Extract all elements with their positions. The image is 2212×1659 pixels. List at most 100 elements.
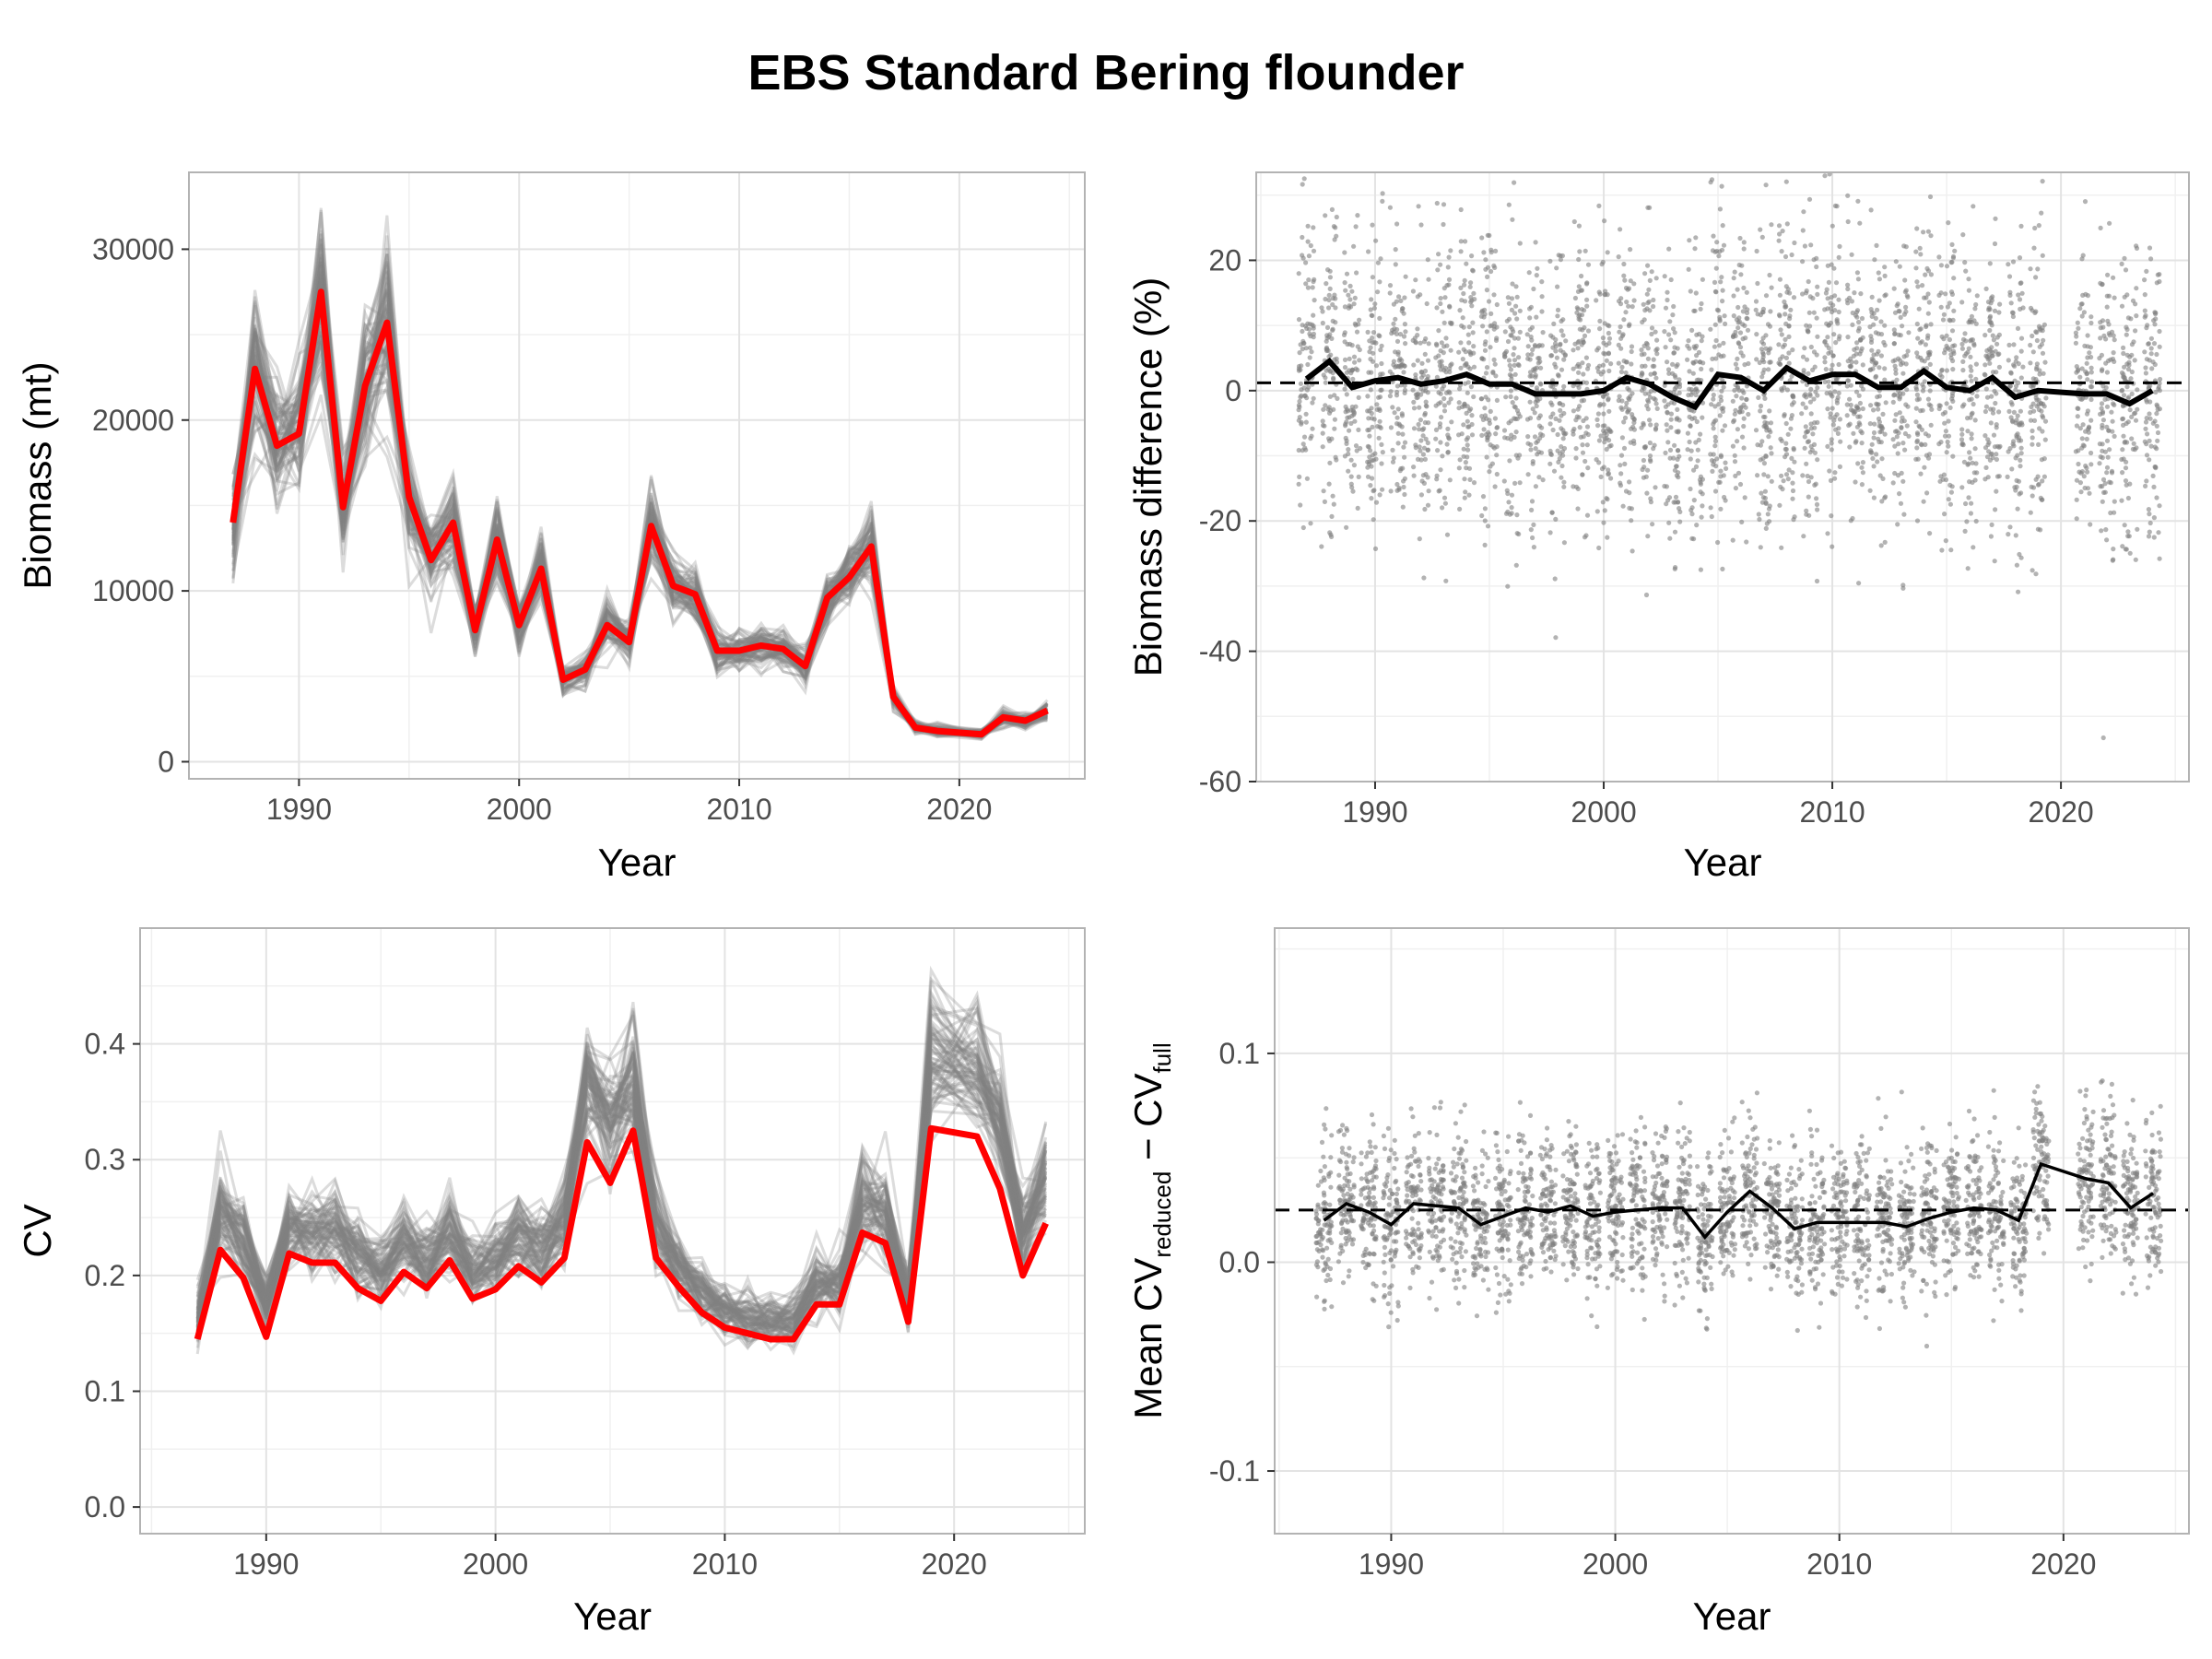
- replicate-point: [1711, 233, 1716, 239]
- replicate-point: [1965, 429, 1971, 434]
- replicate-point: [1518, 1240, 1524, 1245]
- replicate-line: [195, 1034, 1048, 1328]
- replicate-point: [2102, 449, 2108, 454]
- replicate-point: [1733, 407, 1738, 413]
- replicate-point: [1326, 481, 1332, 487]
- replicate-point: [1577, 326, 1583, 332]
- replicate-point: [1943, 291, 1948, 297]
- replicate-point: [1501, 478, 1507, 484]
- replicate-point: [1686, 393, 1691, 398]
- replicate-point: [1381, 1133, 1386, 1139]
- replicate-point: [1585, 366, 1591, 371]
- replicate-point: [2112, 295, 2117, 300]
- replicate-point: [1677, 453, 1682, 459]
- replicate-point: [1871, 311, 1877, 316]
- replicate-point: [1480, 417, 1486, 422]
- replicate-point: [1822, 359, 1828, 365]
- replicate-line: [195, 1052, 1048, 1348]
- replicate-point: [1677, 418, 1682, 423]
- replicate-point: [1458, 239, 1464, 244]
- replicate-point: [1367, 454, 1372, 460]
- replicate-point: [1767, 359, 1772, 365]
- replicate-point: [1438, 367, 1443, 372]
- replicate-point: [1621, 261, 1627, 267]
- replicate-point: [1324, 281, 1329, 287]
- replicate-point: [1422, 351, 1428, 357]
- replicate-point: [1402, 382, 1407, 388]
- replicate-point: [2154, 351, 2159, 358]
- replicate-point: [1602, 218, 1607, 224]
- replicate-point: [1393, 316, 1398, 322]
- replicate-point: [1463, 489, 1468, 495]
- replicate-point: [2107, 479, 2112, 485]
- replicate-point: [1413, 445, 1418, 451]
- replicate-point: [1992, 308, 1998, 313]
- replicate-point: [1418, 1172, 1423, 1178]
- replicate-point: [1668, 276, 1674, 283]
- replicate-point: [2028, 342, 2033, 348]
- replicate-point: [1882, 265, 1888, 270]
- replicate-point: [1435, 1258, 1441, 1264]
- replicate-point: [1368, 448, 1373, 453]
- replicate-point: [1466, 465, 1473, 471]
- replicate-point: [1737, 235, 1743, 241]
- replicate-point: [1416, 1220, 1421, 1226]
- replicate-point: [1709, 367, 1714, 372]
- replicate-point: [1768, 309, 1773, 314]
- replicate-point: [1396, 485, 1402, 491]
- replicate-point: [1344, 392, 1349, 397]
- replicate-point: [1895, 301, 1900, 307]
- replicate-point: [1458, 249, 1464, 254]
- replicate-point: [1468, 384, 1474, 390]
- replicate-point: [1996, 444, 2002, 450]
- replicate-point: [1987, 261, 1993, 266]
- replicate-point: [1483, 371, 1489, 376]
- replicate-point: [1508, 418, 1513, 424]
- replicate-point: [1492, 416, 1498, 421]
- replicate-point: [1608, 476, 1614, 481]
- replicate-point: [1458, 340, 1464, 346]
- replicate-point: [2007, 524, 2013, 530]
- replicate-point: [1470, 1183, 1476, 1189]
- replicate-point: [1996, 351, 2002, 357]
- replicate-point: [1812, 425, 1818, 430]
- x-axis-title: Year: [1684, 841, 1762, 884]
- replicate-point: [1983, 465, 1989, 470]
- replicate-point: [1297, 398, 1302, 405]
- replicate-line: [195, 1028, 1047, 1334]
- replicate-point: [1901, 512, 1907, 517]
- replicate-point: [2119, 303, 2125, 309]
- replicate-point: [1469, 432, 1476, 438]
- replicate-point: [1379, 387, 1384, 393]
- replicate-point: [1330, 327, 1335, 333]
- replicate-point: [2036, 402, 2041, 407]
- replicate-point: [1802, 445, 1807, 451]
- replicate-point: [1555, 431, 1560, 438]
- replicate-point: [1790, 347, 1795, 353]
- replicate-point: [1479, 1163, 1485, 1169]
- replicate-point: [1759, 358, 1766, 363]
- replicate-point: [1622, 415, 1629, 420]
- replicate-point: [2005, 474, 2010, 480]
- replicate-point: [1535, 439, 1541, 444]
- replicate-point: [1675, 346, 1680, 351]
- x-tick-label: 2020: [2029, 795, 2094, 829]
- replicate-point: [1434, 200, 1440, 206]
- replicate-point: [1458, 1109, 1464, 1114]
- replicate-point: [1959, 341, 1965, 347]
- replicate-point: [1941, 312, 1947, 317]
- replicate-point: [1963, 500, 1969, 507]
- replicate-point: [1568, 1132, 1573, 1137]
- replicate-point: [1987, 319, 1993, 324]
- replicate-point: [1768, 445, 1773, 451]
- replicate-point: [1529, 324, 1535, 330]
- replicate-point: [1769, 478, 1774, 484]
- replicate-point: [1676, 429, 1681, 435]
- replicate-point: [1368, 387, 1373, 393]
- replicate-point: [1433, 355, 1439, 360]
- replicate-point: [1369, 370, 1374, 375]
- replicate-point: [1441, 202, 1447, 207]
- replicate-point: [1395, 1210, 1401, 1217]
- replicate-point: [1536, 449, 1542, 454]
- replicate-point: [1755, 473, 1760, 478]
